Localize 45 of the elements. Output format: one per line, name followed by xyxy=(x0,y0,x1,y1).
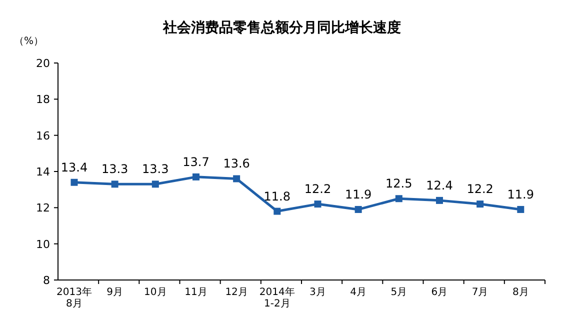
x-tick-label: 6月 xyxy=(431,287,448,298)
x-tick-label: 11月 xyxy=(184,287,208,298)
y-tick-label: 18 xyxy=(36,93,50,106)
x-tick-label: 9月 xyxy=(106,287,124,298)
x-tick-label: 2014年 1-2月 xyxy=(259,286,295,310)
data-label: 13.7 xyxy=(182,154,210,169)
x-tick-label: 5月 xyxy=(390,287,408,298)
data-label: 13.4 xyxy=(60,160,88,174)
y-tick-label: 10 xyxy=(36,238,50,251)
data-label: 12.2 xyxy=(466,182,494,196)
y-tick-label: 20 xyxy=(36,57,50,70)
x-tick-label: 12月 xyxy=(225,287,248,298)
y-tick-label: 14 xyxy=(36,166,50,178)
point xyxy=(111,180,118,188)
x-tick-label: 4月 xyxy=(350,287,367,298)
point xyxy=(233,175,240,182)
data-label: 11.9 xyxy=(507,187,534,202)
y-axis-title: （%） xyxy=(14,36,44,47)
x-tick-label: 8月 xyxy=(512,287,529,298)
point xyxy=(314,200,322,208)
data-label: 11.9 xyxy=(344,187,372,202)
point xyxy=(395,195,402,202)
data-label: 12.2 xyxy=(304,182,332,196)
data-label: 13.3 xyxy=(101,162,128,176)
chart-title: 社会消费品零售总额分月同比增长速度 xyxy=(162,19,401,36)
y-tick-label: 12 xyxy=(36,202,50,215)
point xyxy=(152,180,159,188)
data-label: 12.4 xyxy=(426,178,453,192)
data-label: 13.6 xyxy=(223,156,250,171)
y-tick-label: 8 xyxy=(43,274,50,287)
data-label: 11.8 xyxy=(264,189,291,204)
point xyxy=(354,206,362,213)
x-tick-label: 3月 xyxy=(310,287,326,298)
point xyxy=(274,208,281,215)
point xyxy=(192,173,200,180)
x-tick-label: 7月 xyxy=(472,287,488,298)
data-label: 12.5 xyxy=(386,176,412,191)
point xyxy=(517,206,524,213)
data-label: 13.3 xyxy=(142,162,169,176)
y-tick-label: 16 xyxy=(36,129,50,142)
point xyxy=(436,196,443,204)
x-tick-label: 10月 xyxy=(144,287,167,298)
x-tick-label: 2013年 8月 xyxy=(56,286,92,310)
point xyxy=(476,200,484,208)
point xyxy=(70,178,78,186)
